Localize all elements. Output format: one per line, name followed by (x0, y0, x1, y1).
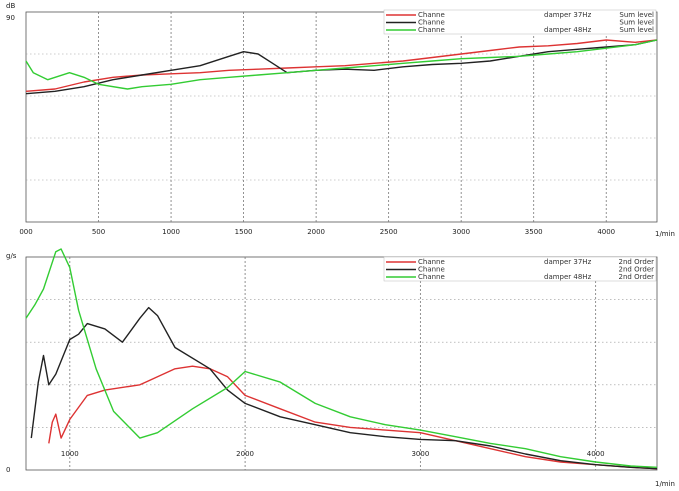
series-line (25, 248, 658, 468)
legend-channel: Channe (418, 273, 445, 281)
legend-box (383, 256, 657, 282)
legend-channel: Channe (418, 266, 445, 274)
legend-type: 2nd Order (619, 266, 655, 274)
x-tick-label: 2000 (307, 228, 325, 236)
x-axis-label: 1/min (655, 480, 675, 488)
legend-type: Sum level (619, 11, 654, 19)
legend-desc: damper 48Hz (544, 26, 592, 34)
y-axis-label: g/s (6, 252, 17, 260)
series-line (25, 39, 658, 90)
plot-frame (25, 256, 658, 471)
y-tick-label: 90 (6, 14, 15, 22)
x-tick-label: 1000 (162, 228, 180, 236)
x-tick-label: 3000 (452, 228, 470, 236)
legend-channel: Channe (418, 19, 445, 27)
second-order-chart: 1000 2000 3000 4000 g/s 0 1/min Channe damper 37… (6, 248, 675, 488)
legend-desc: damper 48Hz (544, 273, 592, 281)
y-axis-label: dB (6, 2, 15, 10)
sum-level-chart: 000 500 1000 1500 2000 2500 3000 3500 4000 dB 90 1/… (6, 2, 675, 238)
series-line (48, 365, 658, 470)
legend-desc: damper 37Hz (544, 258, 592, 266)
legend-channel: Channe (418, 11, 445, 19)
legend-type: Sum level (619, 19, 654, 27)
series-line (30, 306, 658, 470)
plot-frame (25, 11, 658, 223)
x-tick-label: 4000 (597, 228, 615, 236)
y-tick-label: 0 (6, 466, 10, 474)
x-tick-label: 2000 (236, 450, 254, 458)
legend-channel: Channe (418, 258, 445, 266)
legend-desc: damper 37Hz (544, 11, 592, 19)
legend-type: Sum level (619, 26, 654, 34)
legend-type: 2nd Order (619, 273, 655, 281)
x-tick-label: 4000 (587, 450, 605, 458)
x-axis-label: 1/min (655, 230, 675, 238)
x-tick-label: 000 (19, 228, 32, 236)
x-tick-label: 1500 (235, 228, 253, 236)
legend: Channe damper 37Hz 2nd Order Channe 2nd Orde… (383, 256, 657, 282)
x-tick-label: 2500 (380, 228, 398, 236)
legend: Channe damper 37Hz Sum level Channe Sum leve… (383, 9, 657, 35)
series-line (25, 39, 658, 92)
x-tick-label: 3000 (411, 450, 429, 458)
series-line (25, 39, 658, 95)
x-tick-label: 500 (92, 228, 105, 236)
legend-type: 2nd Order (619, 258, 655, 266)
x-tick-label: 3500 (525, 228, 543, 236)
legend-box (383, 9, 657, 35)
x-tick-label: 1000 (61, 450, 79, 458)
legend-channel: Channe (418, 26, 445, 34)
